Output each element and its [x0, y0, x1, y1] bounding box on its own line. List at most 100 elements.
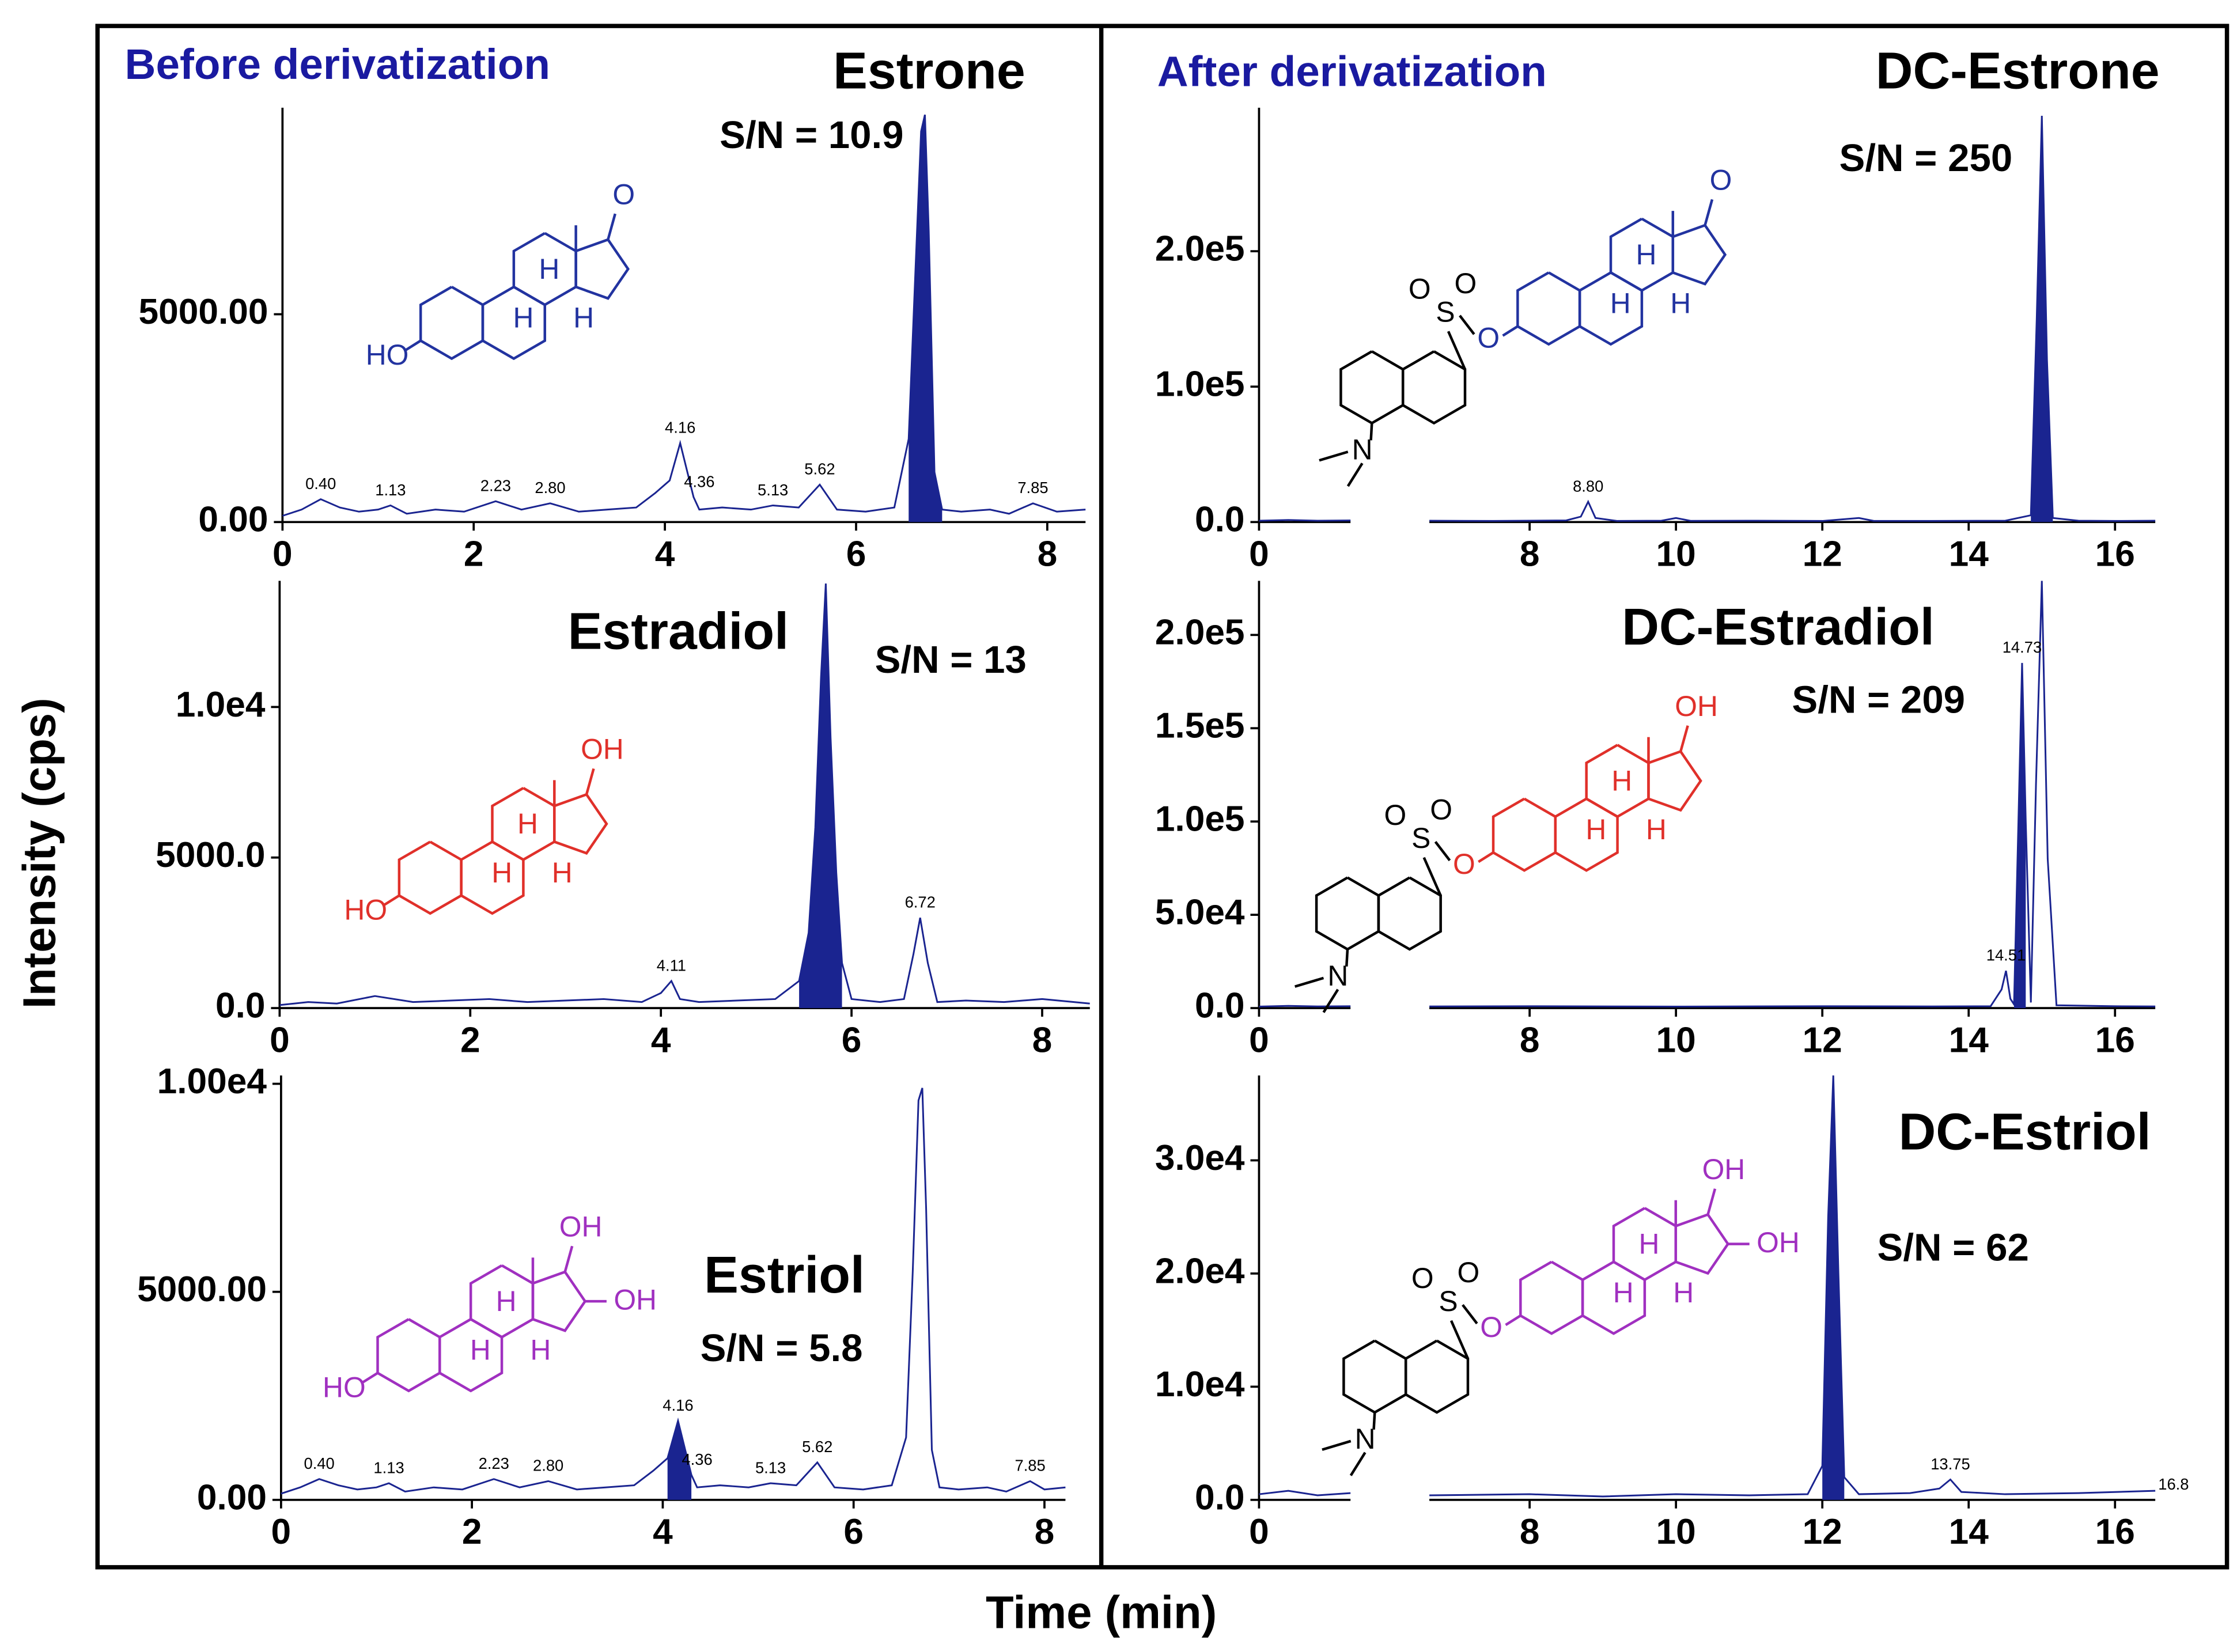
atom-label: O [1457, 1256, 1479, 1289]
y-tick-label: 1.5e5 [1155, 706, 1245, 746]
trace [279, 583, 1090, 1006]
y-tick-label: 0.0 [215, 986, 266, 1026]
atom-label: O [1411, 1262, 1434, 1294]
atom-label: H [1611, 764, 1632, 797]
y-tick-label: 1.0e4 [176, 685, 266, 725]
x-tick-label: 8 [1520, 1512, 1540, 1552]
atom-label: H [1638, 1227, 1659, 1260]
y-tick-label: 1.00e4 [157, 1062, 267, 1101]
atom-label: OH [614, 1284, 657, 1316]
atom-label: S [1411, 822, 1430, 854]
y-tick-label: 0.0 [1195, 1477, 1245, 1517]
x-tick-label: 6 [846, 534, 866, 574]
atom-label: O [1453, 848, 1475, 880]
bond [1492, 797, 1557, 872]
atom-label: OH [581, 733, 624, 766]
peak-label: 4.16 [663, 1396, 693, 1414]
atom-label: N [1352, 434, 1373, 466]
bond [398, 840, 463, 915]
bond [1322, 988, 1339, 1013]
sn-ratio: S/N = 13 [875, 638, 1027, 681]
x-tick-label: 6 [842, 1020, 862, 1060]
peak-label: 0.40 [305, 475, 336, 492]
bond [1459, 315, 1475, 335]
peak-label: 7.85 [1015, 1457, 1045, 1475]
atom-label: OH [1757, 1226, 1800, 1259]
peak-label: 2.23 [480, 477, 511, 495]
atom-label: OH [1702, 1153, 1746, 1185]
bond [405, 339, 422, 351]
panel-header: Before derivatization [125, 40, 550, 88]
y-tick-label: 0.00 [198, 500, 268, 540]
bond [1674, 1213, 1730, 1275]
x-tick-label: 0 [270, 1020, 290, 1060]
atom-label: S [1436, 296, 1455, 328]
peak-label: 1.13 [375, 481, 406, 499]
x-tick-label: 0 [1249, 1512, 1269, 1552]
x-tick-label: 4 [653, 1512, 673, 1552]
peak-label: 6.72 [905, 893, 936, 911]
x-tick-label: 0 [272, 534, 293, 574]
x-tick-label: 0 [1249, 1020, 1269, 1060]
sn-ratio: S/N = 62 [1878, 1226, 2029, 1270]
bond [1706, 1188, 1717, 1215]
x-tick-label: 10 [1656, 1512, 1696, 1552]
bond [1377, 876, 1442, 951]
trace [281, 1088, 1066, 1495]
filled-peak [1822, 1075, 1845, 1500]
atom-label: O [1409, 273, 1431, 305]
x-tick-label: 4 [651, 1020, 671, 1060]
x-axis-label: Time (min) [986, 1587, 1217, 1638]
bond [531, 1270, 587, 1332]
x-tick-label: 8 [1035, 1512, 1055, 1552]
bond [585, 768, 595, 795]
x-tick-label: 16 [2095, 534, 2135, 574]
bond [419, 286, 485, 361]
peak-label: 5.62 [804, 460, 835, 478]
bond [1516, 271, 1581, 346]
y-tick-label: 1.0e5 [1155, 365, 1245, 404]
atom-label: H [491, 857, 512, 889]
bond [1679, 725, 1689, 752]
peak-label: 1.13 [373, 1458, 404, 1476]
atom-label: H [513, 302, 534, 334]
y-tick-label: 2.0e5 [1155, 613, 1245, 653]
compound-name: Estradiol [568, 603, 789, 660]
y-tick-label: 0.0 [1195, 500, 1245, 540]
y-axis-label: Intensity (cps) [14, 698, 65, 1009]
atom-label: O [1477, 321, 1500, 354]
atom-label: O [1710, 164, 1732, 196]
x-tick-label: 10 [1656, 1020, 1696, 1060]
peak-label: 4.11 [657, 956, 686, 974]
bond [1349, 1452, 1367, 1476]
x-tick-label: 12 [1803, 534, 1842, 574]
atom-label: O [612, 178, 635, 210]
peak-label: 2.23 [479, 1454, 509, 1472]
filled-peak [909, 115, 943, 522]
bond [1449, 1320, 1470, 1359]
bond [1505, 1314, 1521, 1327]
x-tick-label: 4 [655, 534, 675, 574]
compound-name: DC-Estriol [1899, 1102, 2151, 1160]
bond [1369, 423, 1373, 441]
compound-name: Estrone [833, 41, 1025, 99]
peak-label: 4.36 [684, 472, 714, 490]
bond [1294, 976, 1324, 988]
atom-label: N [1327, 960, 1348, 992]
x-tick-label: 6 [843, 1512, 864, 1552]
y-tick-label: 5.0e4 [1155, 893, 1245, 933]
x-tick-label: 2 [462, 1512, 482, 1552]
x-tick-label: 14 [1949, 1020, 1989, 1060]
atom-label: S [1439, 1285, 1458, 1317]
peak-label: 13.75 [1931, 1455, 1970, 1473]
peak-label: 8.80 [1573, 477, 1603, 495]
peak-label: 2.80 [533, 1457, 563, 1475]
y-tick-label: 1.0e4 [1155, 1365, 1245, 1404]
frame [95, 24, 2230, 1570]
bond [1322, 1439, 1352, 1451]
x-tick-label: 0 [271, 1512, 292, 1552]
atom-label: H [1613, 1276, 1634, 1309]
peak-label: 5.62 [802, 1438, 832, 1456]
y-tick-label: 0.00 [197, 1477, 267, 1517]
sn-ratio: S/N = 250 [1839, 137, 2013, 180]
